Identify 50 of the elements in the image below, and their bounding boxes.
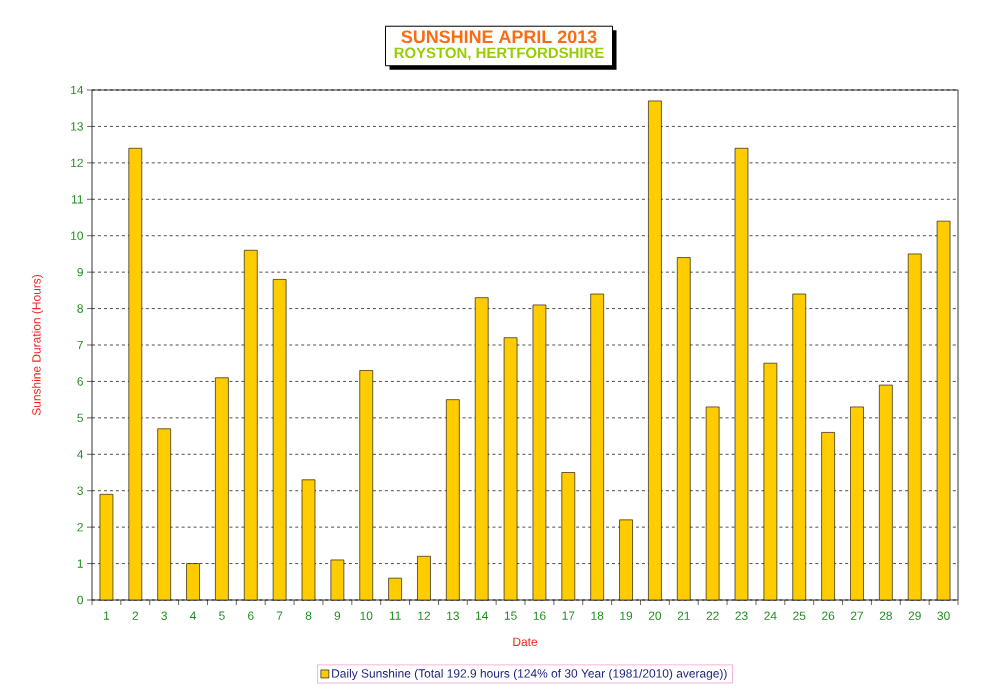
y-tick-label: 11 bbox=[71, 195, 83, 204]
legend-label: Daily Sunshine (Total 192.9 hours (124% of 30 Year (1981/2010) average)) bbox=[332, 668, 727, 681]
chart-title: SUNSHINE APRIL 2013 bbox=[401, 30, 597, 44]
x-tick-label: 8 bbox=[305, 611, 312, 620]
x-tick-label: 24 bbox=[764, 611, 777, 620]
x-tick-label: 13 bbox=[447, 611, 459, 620]
y-tick-label: 3 bbox=[77, 486, 83, 495]
y-tick-label: 9 bbox=[77, 267, 83, 277]
x-tick-label: 28 bbox=[879, 611, 892, 620]
x-tick-label: 14 bbox=[475, 611, 488, 620]
y-tick-label: 7 bbox=[77, 340, 83, 350]
x-tick-label: 1 bbox=[104, 611, 110, 620]
x-tick-label: 25 bbox=[793, 611, 806, 620]
y-tick-label: 2 bbox=[77, 522, 83, 532]
y-tick-label: 8 bbox=[77, 304, 83, 313]
x-tick-label: 17 bbox=[562, 611, 575, 620]
x-tick-label: 21 bbox=[677, 611, 690, 620]
x-tick-label: 22 bbox=[706, 611, 719, 620]
y-tick-label: 14 bbox=[71, 85, 84, 95]
x-tick-label: 18 bbox=[591, 611, 604, 620]
y-axis-title: Sunshine Duration (Hours) bbox=[31, 275, 43, 416]
x-tick-label: 30 bbox=[937, 611, 950, 620]
x-tick-label: 10 bbox=[360, 611, 373, 620]
y-tick-label: 12 bbox=[71, 158, 83, 168]
x-tick-label: 12 bbox=[418, 611, 431, 620]
x-tick-label: 6 bbox=[248, 611, 254, 620]
x-tick-label: 16 bbox=[533, 611, 546, 620]
y-tick-label: 4 bbox=[77, 450, 84, 459]
x-tick-label: 4 bbox=[189, 611, 197, 620]
x-tick-label: 29 bbox=[908, 611, 921, 620]
x-tick-label: 11 bbox=[389, 611, 401, 620]
x-tick-label: 26 bbox=[822, 611, 835, 620]
x-tick-label: 20 bbox=[648, 611, 662, 620]
x-tick-label: 19 bbox=[620, 611, 633, 620]
y-tick-label: 1 bbox=[77, 559, 83, 568]
y-tick-label: 0 bbox=[77, 595, 84, 605]
x-tick-label: 5 bbox=[219, 611, 225, 620]
x-tick-label: 9 bbox=[334, 611, 341, 620]
x-tick-label: 7 bbox=[276, 611, 283, 620]
x-tick-label: 2 bbox=[132, 611, 139, 620]
y-tick-label: 10 bbox=[71, 231, 84, 240]
x-tick-label: 3 bbox=[161, 611, 167, 620]
x-tick-label: 15 bbox=[504, 611, 517, 620]
y-tick-label: 5 bbox=[77, 413, 83, 423]
chart-subtitle: ROYSTON, HERTFORDSHIRE bbox=[394, 47, 604, 61]
y-tick-label: 6 bbox=[77, 377, 83, 386]
y-tick-label: 13 bbox=[71, 122, 83, 131]
x-tick-label: 23 bbox=[735, 611, 748, 620]
x-tick-label: 27 bbox=[850, 611, 864, 620]
x-axis-title: Date bbox=[513, 637, 538, 646]
